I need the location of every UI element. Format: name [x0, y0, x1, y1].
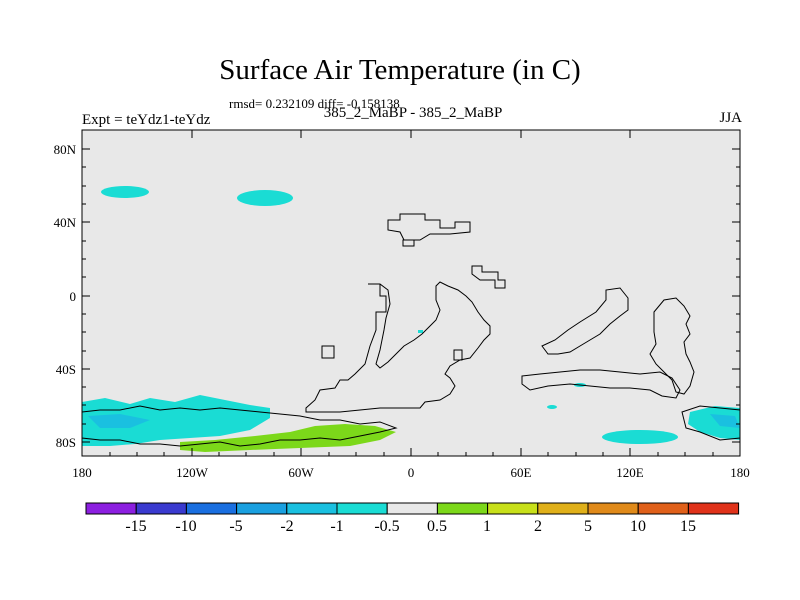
coastlines — [81, 213, 741, 447]
colorbar-box — [487, 502, 539, 515]
colorbar-box — [637, 502, 689, 515]
lat-labels: 80N 40N 0 40S 80S — [54, 142, 77, 450]
coastline — [521, 369, 681, 399]
colorbar-box — [135, 502, 187, 515]
coastline — [453, 349, 463, 361]
colorbar-label: -15 — [125, 518, 146, 535]
colorbar-box — [85, 502, 137, 515]
lon-label: 60E — [511, 465, 532, 480]
lon-labels: 180 120W 60W 0 60E 120E 180 — [72, 465, 750, 480]
colorbar-labels: -15 -10 -5 -2 -1 -0.5 0.5 1 2 5 10 15 — [125, 518, 696, 535]
plot-title: Surface Air Temperature (in C) — [219, 54, 581, 86]
colorbar-label: 10 — [630, 518, 646, 535]
colorbar — [85, 502, 740, 515]
colorbar-box — [537, 502, 589, 515]
colorbar-label: -5 — [229, 518, 242, 535]
coastline — [402, 239, 415, 247]
coastline — [321, 345, 335, 359]
lat-ticks — [82, 148, 740, 443]
colorbar-box — [687, 502, 740, 515]
lon-label: 180 — [72, 465, 92, 480]
lon-label: 120E — [616, 465, 644, 480]
colorbar-label: 1 — [483, 518, 491, 535]
colorbar-box — [336, 502, 388, 515]
colorbar-box — [587, 502, 639, 515]
anomaly-patch — [418, 330, 423, 333]
anomaly-patch — [602, 430, 678, 444]
anomaly-patch — [710, 414, 740, 428]
lat-label: 0 — [70, 289, 77, 304]
experiment-label: Expt = teYdz1-teYdz — [82, 112, 211, 128]
colorbar-label: -0.5 — [374, 518, 399, 535]
colorbar-label: -10 — [175, 518, 196, 535]
lon-label: 180 — [730, 465, 750, 480]
coastline — [387, 213, 471, 241]
stats-label: rmsd= 0.232109 diff= -0.158138 — [229, 96, 400, 111]
coastline — [81, 405, 398, 447]
anomaly-patch — [237, 190, 293, 206]
anomaly-patch — [101, 186, 149, 198]
lon-label: 120W — [176, 465, 209, 480]
colorbar-label: 5 — [584, 518, 592, 535]
lat-label: 40S — [56, 362, 76, 377]
colorbar-box — [386, 502, 438, 515]
comparison-label: 385_2_MaBP - 385_2_MaBP — [323, 105, 503, 121]
colorbar-box — [185, 502, 238, 515]
anomaly-patch — [88, 414, 150, 428]
colorbar-label: 2 — [534, 518, 542, 535]
colorbar-box — [286, 502, 338, 515]
lat-label: 80S — [56, 435, 76, 450]
coastline — [541, 287, 629, 355]
lon-label: 0 — [408, 465, 415, 480]
colorbar-box — [436, 502, 489, 515]
anomaly-patch — [547, 405, 557, 409]
season-label: JJA — [719, 110, 742, 126]
lon-label: 60W — [288, 465, 314, 480]
lat-label: 40N — [54, 215, 77, 230]
coastline — [471, 265, 506, 289]
lon-ticks — [81, 130, 714, 456]
lat-label: 80N — [54, 142, 77, 157]
colorbar-label: -1 — [330, 518, 343, 535]
coastline — [305, 281, 491, 413]
anomaly-patch — [688, 406, 740, 440]
coastline — [649, 297, 695, 395]
colorbar-box — [236, 502, 288, 515]
colorbar-label: 15 — [680, 518, 696, 535]
colorbar-label: -2 — [280, 518, 293, 535]
colorbar-label: 0.5 — [427, 518, 447, 535]
